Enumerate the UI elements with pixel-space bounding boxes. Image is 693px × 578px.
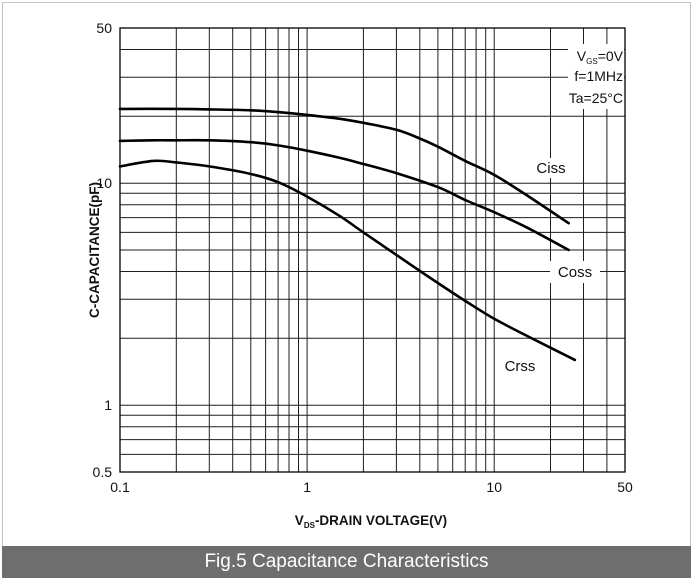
caption-band: Fig.5 Capacitance Characteristics	[2, 546, 691, 578]
condition-temperature: Ta=25°C	[569, 90, 623, 106]
condition-vgs: VGS=0V	[577, 48, 624, 66]
series-line-crss	[118, 159, 577, 362]
x-tick-label: 10	[486, 479, 502, 495]
series-label-ciss-bg	[535, 158, 568, 178]
series-lines	[118, 107, 577, 362]
x-axis-label-subscript: DS	[304, 521, 316, 530]
series-line-ciss	[118, 107, 570, 225]
series-label-ciss: Ciss	[536, 160, 565, 177]
x-tick-label: 50	[617, 479, 633, 495]
series-labels: Ciss Coss Crss	[500, 158, 600, 376]
x-tick-label: 1	[303, 479, 311, 495]
x-tick-label: 0.1	[110, 479, 130, 495]
series-label-crss: Crss	[505, 358, 536, 375]
x-axis-label-text: -DRAIN VOLTAGE(V)	[315, 513, 447, 528]
condition-vgs-symbol: V	[577, 48, 587, 64]
figure-caption: Fig.5 Capacitance Characteristics	[204, 551, 489, 572]
y-axis-label: C-CAPACITANCE(pF)	[87, 182, 102, 318]
x-axis-ticks: 0.1 1 10 50	[110, 479, 633, 495]
x-axis-label: VDS-DRAIN VOLTAGE(V)	[295, 513, 447, 530]
grid	[119, 27, 626, 473]
y-tick-label: 1	[104, 397, 112, 413]
series-label-coss-bg	[550, 261, 600, 283]
series-label-coss: Coss	[558, 264, 592, 281]
series-line-coss	[118, 138, 570, 252]
plot-frame	[119, 27, 626, 473]
y-tick-label: 10	[96, 175, 112, 191]
condition-vgs-value: =0V	[598, 48, 624, 64]
conditions: VGS=0V f=1MHz Ta=25°C	[568, 44, 624, 109]
series-label-crss-bg	[500, 357, 541, 376]
x-axis-label-symbol: V	[295, 513, 304, 528]
condition-vgs-subscript: GS	[586, 57, 598, 66]
y-tick-label: 50	[96, 20, 112, 36]
conditions-box	[568, 44, 624, 109]
y-axis-ticks: 50 10 1 0.5	[93, 20, 113, 480]
y-tick-label: 0.5	[93, 464, 113, 480]
condition-frequency: f=1MHz	[574, 68, 623, 84]
